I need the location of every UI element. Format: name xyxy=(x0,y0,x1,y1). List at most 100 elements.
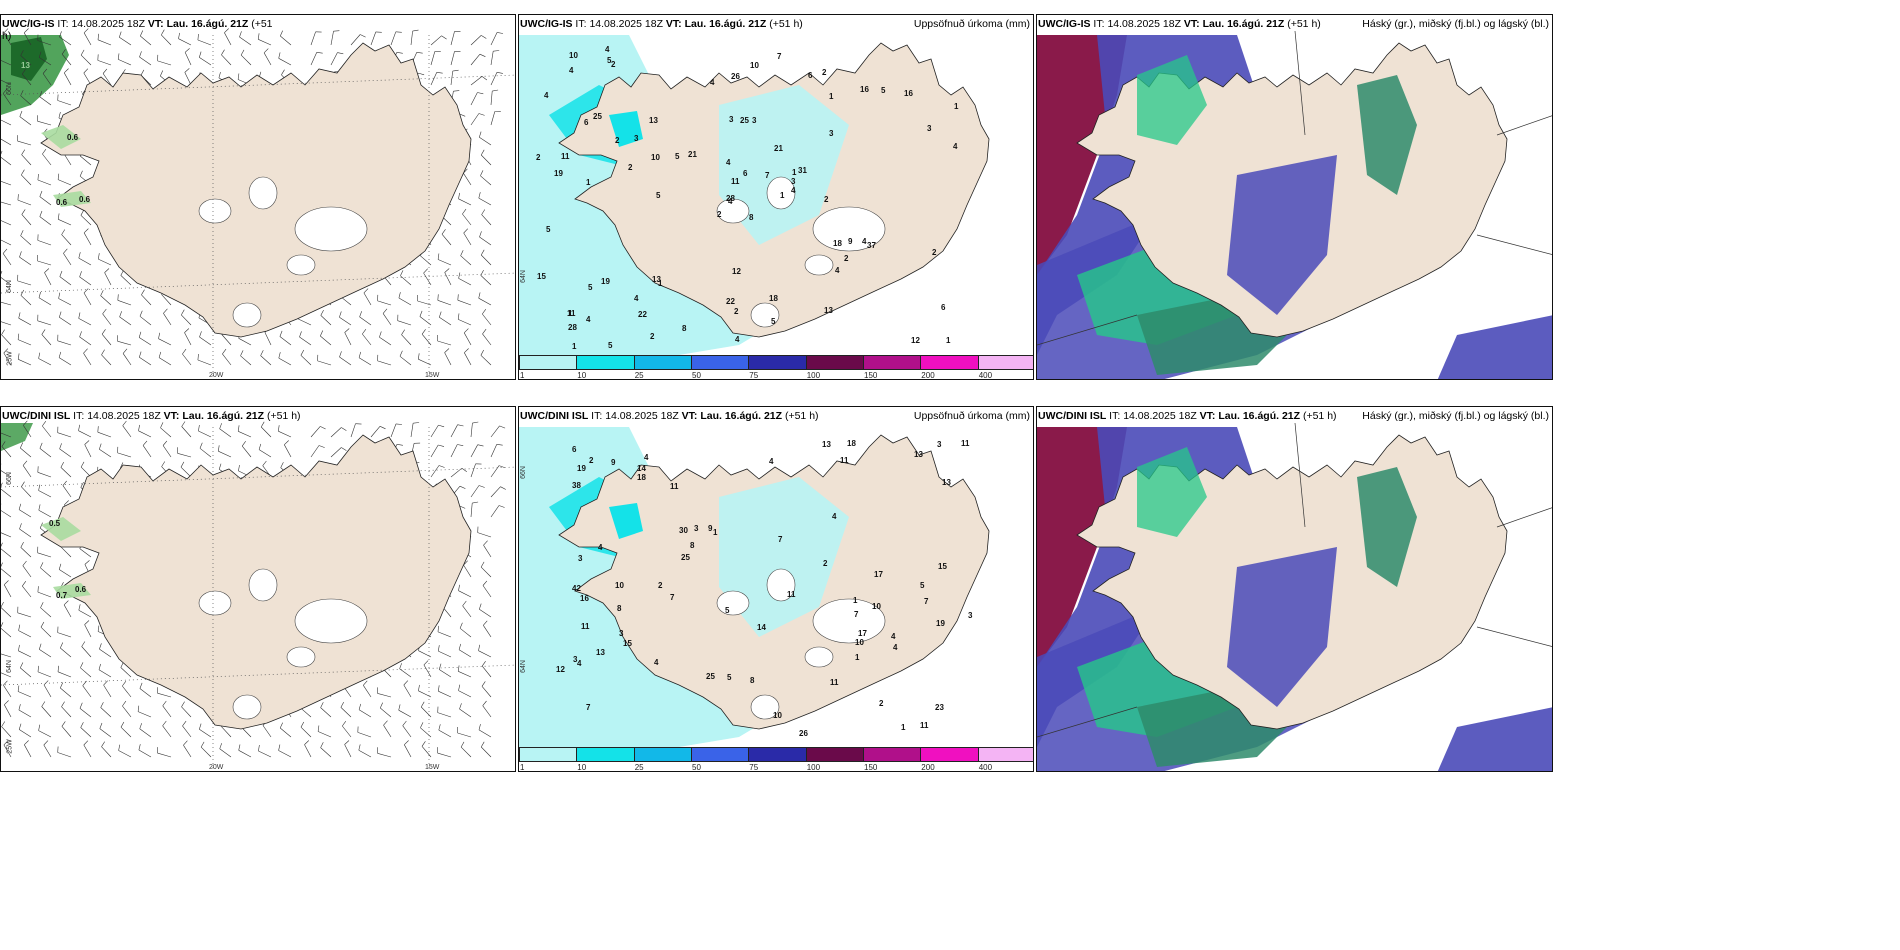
wind-barb-feather xyxy=(20,50,24,56)
wind-barb xyxy=(280,35,292,46)
precip-value: 6 xyxy=(572,445,577,454)
wind-barb-feather xyxy=(262,460,267,466)
wind-barb xyxy=(137,711,152,718)
wind-barb-feather xyxy=(221,49,225,55)
wind-barb-feather xyxy=(22,460,28,466)
wind-barb xyxy=(344,744,352,758)
wind-barb-feather xyxy=(58,563,62,570)
wind-barb xyxy=(100,295,112,306)
precip-value: 18 xyxy=(769,294,778,303)
wind-barb xyxy=(358,709,372,718)
wind-barb xyxy=(58,219,72,226)
wind-barb-feather xyxy=(78,252,81,259)
wind-barb-feather xyxy=(139,310,143,317)
wind-barb xyxy=(158,338,172,346)
wind-barb xyxy=(3,352,12,366)
wind-barb-feather xyxy=(180,461,185,468)
wind-barb-feather xyxy=(40,621,45,628)
wind-barb xyxy=(402,725,412,738)
colorbar-label: 150 xyxy=(864,371,878,380)
wind-barb-feather xyxy=(438,424,445,428)
glacier xyxy=(716,198,750,224)
wind-barb xyxy=(300,707,312,718)
wind-barb xyxy=(459,628,472,638)
wind-barb xyxy=(59,276,72,286)
wind-barb xyxy=(63,604,72,618)
wind-barb xyxy=(418,358,432,366)
wind-barb xyxy=(320,747,332,758)
wind-barb-feather xyxy=(241,441,246,447)
wind-barb-feather xyxy=(258,744,260,752)
precip-value: 6 xyxy=(584,118,589,127)
wind-barb xyxy=(278,357,292,366)
precip-value: 2 xyxy=(824,195,829,204)
wind-barb-feather xyxy=(478,292,481,299)
precip-value: 5 xyxy=(725,606,730,615)
precip-value: 6 xyxy=(743,169,748,178)
wind-barb-feather xyxy=(280,462,284,468)
colorbar-label: 1 xyxy=(520,371,525,380)
precip-value: 5 xyxy=(608,341,613,350)
precip-value: 11 xyxy=(581,622,590,631)
wind-barb-feather xyxy=(500,486,506,490)
wind-barb xyxy=(300,355,312,366)
wind-barb xyxy=(430,51,436,66)
wind-barb-feather xyxy=(320,309,324,316)
wind-barb xyxy=(421,746,432,758)
wind-barb-feather xyxy=(438,645,440,652)
wind-barb-feather xyxy=(278,352,281,359)
wind-barb xyxy=(430,72,438,86)
wind-barb xyxy=(444,352,452,366)
wind-barb xyxy=(83,232,92,246)
wind-barb xyxy=(183,745,192,758)
wind-barb-feather xyxy=(278,425,280,432)
wind-barb-feather xyxy=(80,481,84,488)
wind-barb-feather xyxy=(44,268,50,273)
wind-barb xyxy=(1,156,12,166)
wind-barb xyxy=(139,688,152,698)
wind-barb-feather xyxy=(20,230,24,236)
wind-barb xyxy=(3,32,12,46)
precip-value: 25 xyxy=(681,553,690,562)
precip-value: 3 xyxy=(927,124,932,133)
colorbar-segment xyxy=(863,747,922,762)
wind-barb-feather xyxy=(162,720,167,726)
precip-value: 2 xyxy=(615,136,620,145)
wind-barb-feather xyxy=(480,149,485,156)
wind-barb xyxy=(280,727,292,738)
precip-value: 11 xyxy=(840,456,849,465)
wind-barb-feather xyxy=(463,328,469,334)
wind-barb xyxy=(39,649,52,658)
wind-barb xyxy=(450,424,458,438)
precip-value: 2 xyxy=(822,68,827,77)
wind-barb-feather xyxy=(498,505,505,508)
wind-barb-feather xyxy=(436,72,443,74)
wind-barb-feather xyxy=(199,723,202,730)
wind-barb xyxy=(490,72,498,86)
wind-barb xyxy=(41,706,52,718)
wind-barb-feather xyxy=(138,424,140,431)
colorbar-segment xyxy=(633,747,692,762)
panel-header: UWC/DINI ISL IT: 14.08.2025 18Z VT: Lau.… xyxy=(520,410,819,422)
wind-barb xyxy=(61,706,72,718)
wind-barb xyxy=(39,448,52,458)
wind-barb xyxy=(430,35,442,46)
precip-value: 1 xyxy=(586,178,591,187)
wind-barb xyxy=(38,358,52,366)
wind-barb-feather xyxy=(344,740,350,745)
wind-barb xyxy=(83,32,92,46)
wind-barb-feather xyxy=(161,29,165,36)
wind-barb xyxy=(310,426,321,438)
wind-barb xyxy=(437,752,452,758)
wind-barb-feather xyxy=(80,662,84,668)
wind-barb xyxy=(1,510,12,518)
colorbar-label: 10 xyxy=(577,763,587,772)
precip-value: 31 xyxy=(798,166,807,175)
wind-barb xyxy=(61,54,72,66)
glacier xyxy=(294,206,368,252)
wind-barb xyxy=(162,705,172,718)
cloud-map xyxy=(1037,407,1552,771)
wind-barb xyxy=(118,59,132,66)
colorbar: 1 10 25 50 75 100 150 200 400 xyxy=(519,745,1033,771)
wind-barb xyxy=(357,732,372,738)
